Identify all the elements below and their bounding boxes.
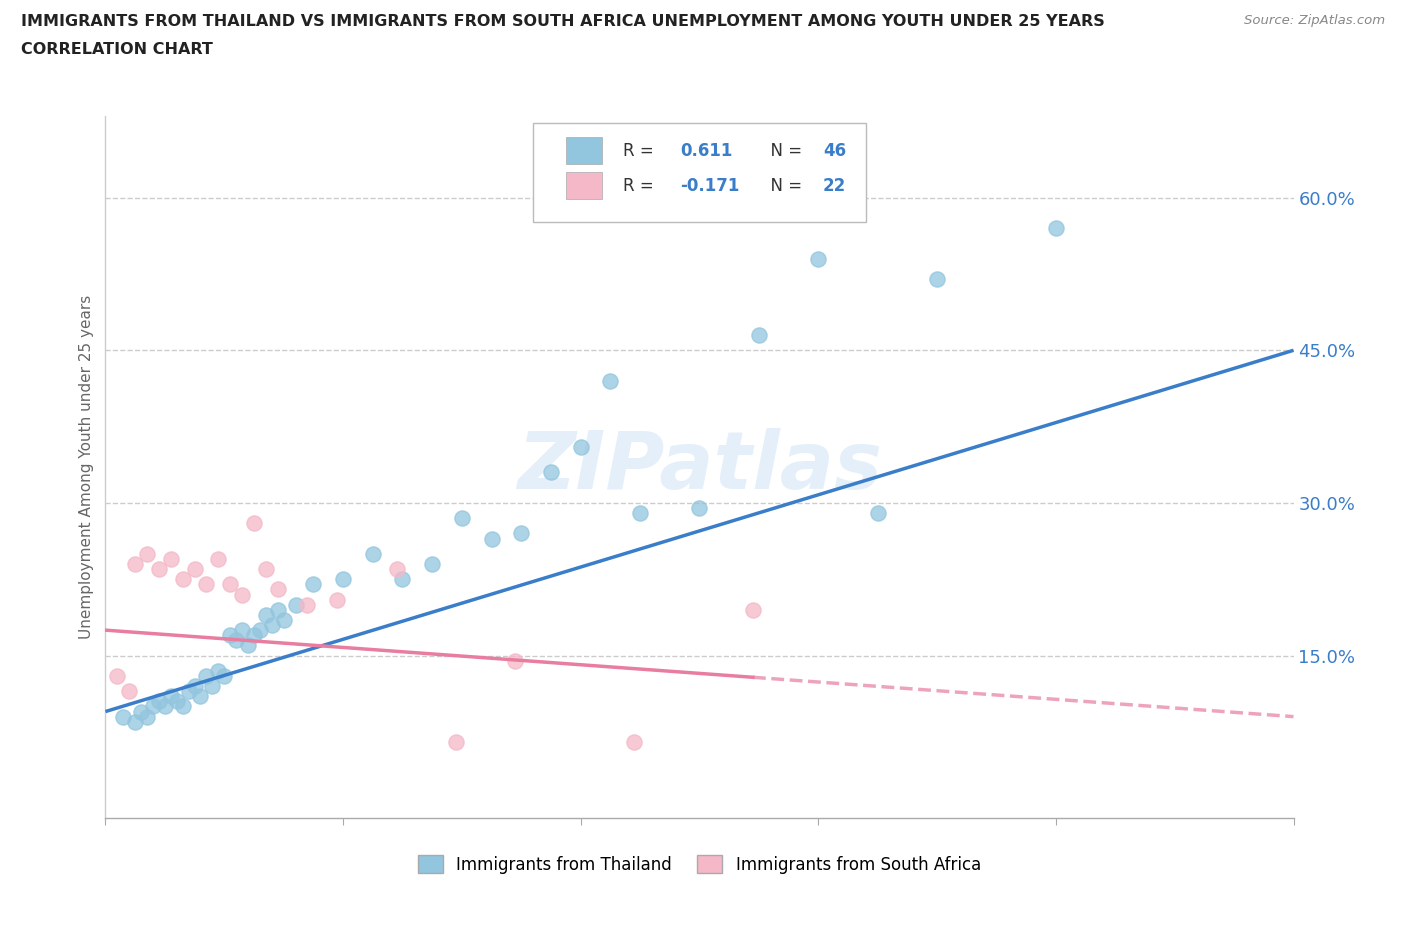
- Point: [385, 562, 408, 577]
- Point: [136, 547, 159, 562]
- FancyBboxPatch shape: [567, 138, 602, 164]
- Point: [481, 531, 503, 546]
- FancyBboxPatch shape: [533, 124, 866, 221]
- Point: [118, 684, 141, 698]
- Point: [129, 704, 152, 719]
- Point: [444, 735, 467, 750]
- Point: [225, 633, 247, 648]
- Point: [124, 556, 146, 571]
- Point: [450, 511, 472, 525]
- Point: [332, 572, 354, 587]
- Point: [273, 613, 295, 628]
- Point: [159, 551, 181, 566]
- Point: [361, 547, 384, 562]
- Point: [142, 699, 165, 714]
- Point: [243, 628, 266, 643]
- Point: [623, 735, 645, 750]
- Point: [1045, 220, 1067, 235]
- Point: [260, 618, 283, 632]
- Point: [599, 373, 621, 388]
- Point: [267, 582, 290, 597]
- Point: [112, 710, 135, 724]
- Point: [136, 710, 159, 724]
- Point: [267, 603, 290, 618]
- Text: 0.611: 0.611: [681, 141, 733, 160]
- Point: [927, 272, 949, 286]
- Point: [183, 679, 205, 694]
- Text: N =: N =: [761, 141, 807, 160]
- Point: [236, 638, 259, 653]
- Y-axis label: Unemployment Among Youth under 25 years: Unemployment Among Youth under 25 years: [79, 295, 94, 640]
- Point: [214, 669, 236, 684]
- Point: [207, 551, 229, 566]
- Point: [105, 669, 128, 684]
- Point: [177, 684, 200, 698]
- Text: ZIPatlas: ZIPatlas: [517, 429, 882, 506]
- Point: [172, 572, 194, 587]
- Point: [231, 623, 253, 638]
- Point: [420, 556, 443, 571]
- Text: R =: R =: [623, 177, 659, 194]
- Point: [148, 562, 170, 577]
- Point: [195, 577, 218, 591]
- Text: -0.171: -0.171: [681, 177, 740, 194]
- Point: [748, 327, 770, 342]
- Text: 46: 46: [823, 141, 846, 160]
- Point: [195, 669, 218, 684]
- Point: [807, 251, 830, 266]
- Point: [183, 562, 205, 577]
- Point: [172, 699, 194, 714]
- Point: [207, 663, 229, 678]
- Point: [326, 592, 349, 607]
- Point: [201, 679, 224, 694]
- Text: 22: 22: [823, 177, 846, 194]
- Point: [628, 506, 651, 521]
- Point: [190, 689, 212, 704]
- Point: [254, 607, 277, 622]
- Point: [219, 577, 242, 591]
- Text: Source: ZipAtlas.com: Source: ZipAtlas.com: [1244, 14, 1385, 27]
- Text: IMMIGRANTS FROM THAILAND VS IMMIGRANTS FROM SOUTH AFRICA UNEMPLOYMENT AMONG YOUT: IMMIGRANTS FROM THAILAND VS IMMIGRANTS F…: [21, 14, 1105, 29]
- Point: [219, 628, 242, 643]
- Point: [742, 603, 765, 618]
- FancyBboxPatch shape: [567, 172, 602, 199]
- Point: [243, 516, 266, 531]
- Point: [510, 526, 533, 541]
- Point: [866, 506, 889, 521]
- Point: [689, 500, 711, 515]
- Point: [254, 562, 277, 577]
- Point: [153, 699, 176, 714]
- Point: [284, 597, 307, 612]
- Legend: Immigrants from Thailand, Immigrants from South Africa: Immigrants from Thailand, Immigrants fro…: [412, 849, 987, 881]
- Text: CORRELATION CHART: CORRELATION CHART: [21, 42, 212, 57]
- Point: [124, 714, 146, 729]
- Point: [391, 572, 413, 587]
- Point: [249, 623, 271, 638]
- Point: [569, 440, 592, 455]
- Point: [148, 694, 170, 709]
- Point: [159, 689, 181, 704]
- Text: R =: R =: [623, 141, 659, 160]
- Point: [231, 587, 253, 602]
- Text: N =: N =: [761, 177, 807, 194]
- Point: [297, 597, 319, 612]
- Point: [505, 653, 527, 668]
- Point: [540, 465, 562, 480]
- Point: [166, 694, 188, 709]
- Point: [302, 577, 325, 591]
